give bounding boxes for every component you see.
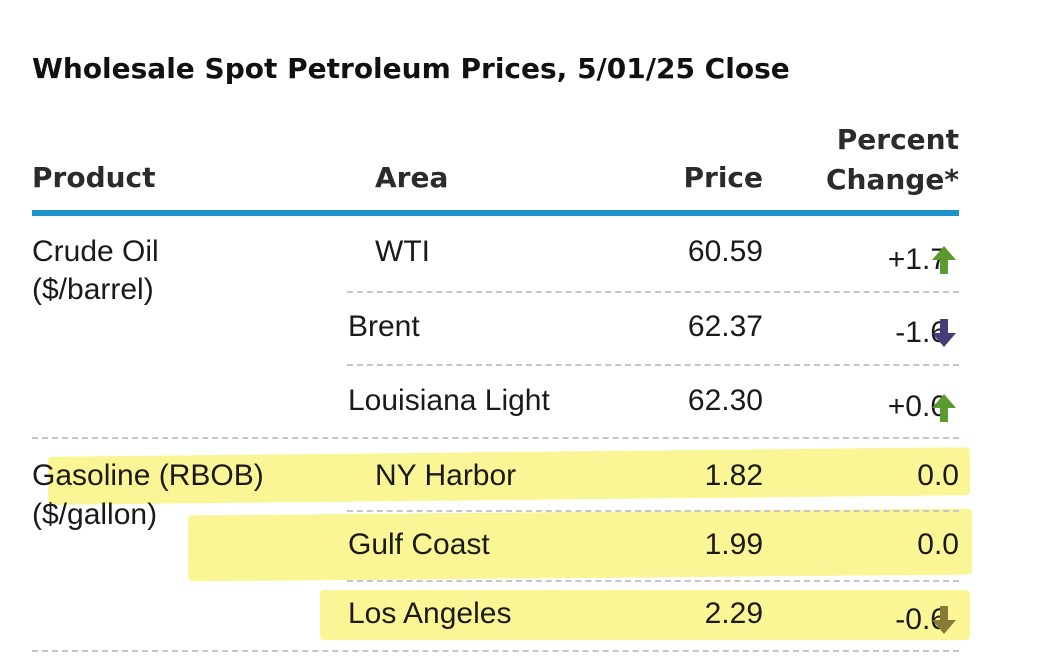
arrow-up-icon <box>932 394 956 422</box>
product-name-crude-oil: Crude Oil <box>32 235 159 268</box>
price-brent: 62.37 <box>687 310 763 343</box>
product-unit-gasoline: ($/gallon) <box>32 498 158 531</box>
column-header-percent-line2: Change* <box>826 163 959 196</box>
column-header-percent-line1: Percent <box>836 123 959 156</box>
header-rule <box>32 210 959 216</box>
group-divider <box>32 437 959 439</box>
area-ny-harbor: NY Harbor <box>375 459 517 492</box>
column-header-percent-change: Percent Change* <box>826 120 959 200</box>
group-divider <box>32 650 959 652</box>
page-title: Wholesale Spot Petroleum Prices, 5/01/25… <box>32 52 790 85</box>
column-header-product: Product <box>32 161 156 194</box>
area-wti: WTI <box>375 235 430 268</box>
row-divider <box>347 291 959 293</box>
arrow-up-icon <box>932 246 956 274</box>
area-gulf-coast: Gulf Coast <box>348 528 490 561</box>
price-wti: 60.59 <box>687 235 763 268</box>
column-header-price: Price <box>683 161 763 194</box>
price-gulf-coast: 1.99 <box>704 528 763 561</box>
change-brent: -1.6 <box>895 316 947 349</box>
product-unit-crude-oil: ($/barrel) <box>32 273 154 306</box>
row-divider <box>347 364 959 366</box>
price-louisiana-light: 62.30 <box>687 384 763 417</box>
price-los-angeles: 2.29 <box>704 597 763 630</box>
product-name-gasoline: Gasoline (RBOB) <box>32 459 264 492</box>
arrow-down-icon <box>932 606 956 634</box>
change-los-angeles: -0.6 <box>895 603 947 636</box>
area-los-angeles: Los Angeles <box>348 597 512 630</box>
highlight-gulf-coast <box>187 508 973 582</box>
change-gulf-coast: 0.0 <box>917 528 959 561</box>
row-divider <box>347 580 959 582</box>
price-ny-harbor: 1.82 <box>704 459 763 492</box>
row-divider <box>347 510 959 512</box>
highlight-los-angeles <box>320 590 970 640</box>
area-brent: Brent <box>348 310 420 343</box>
arrow-down-icon <box>932 319 956 347</box>
column-header-area: Area <box>375 161 449 194</box>
change-ny-harbor: 0.0 <box>917 459 959 492</box>
area-louisiana-light: Louisiana Light <box>348 384 550 417</box>
